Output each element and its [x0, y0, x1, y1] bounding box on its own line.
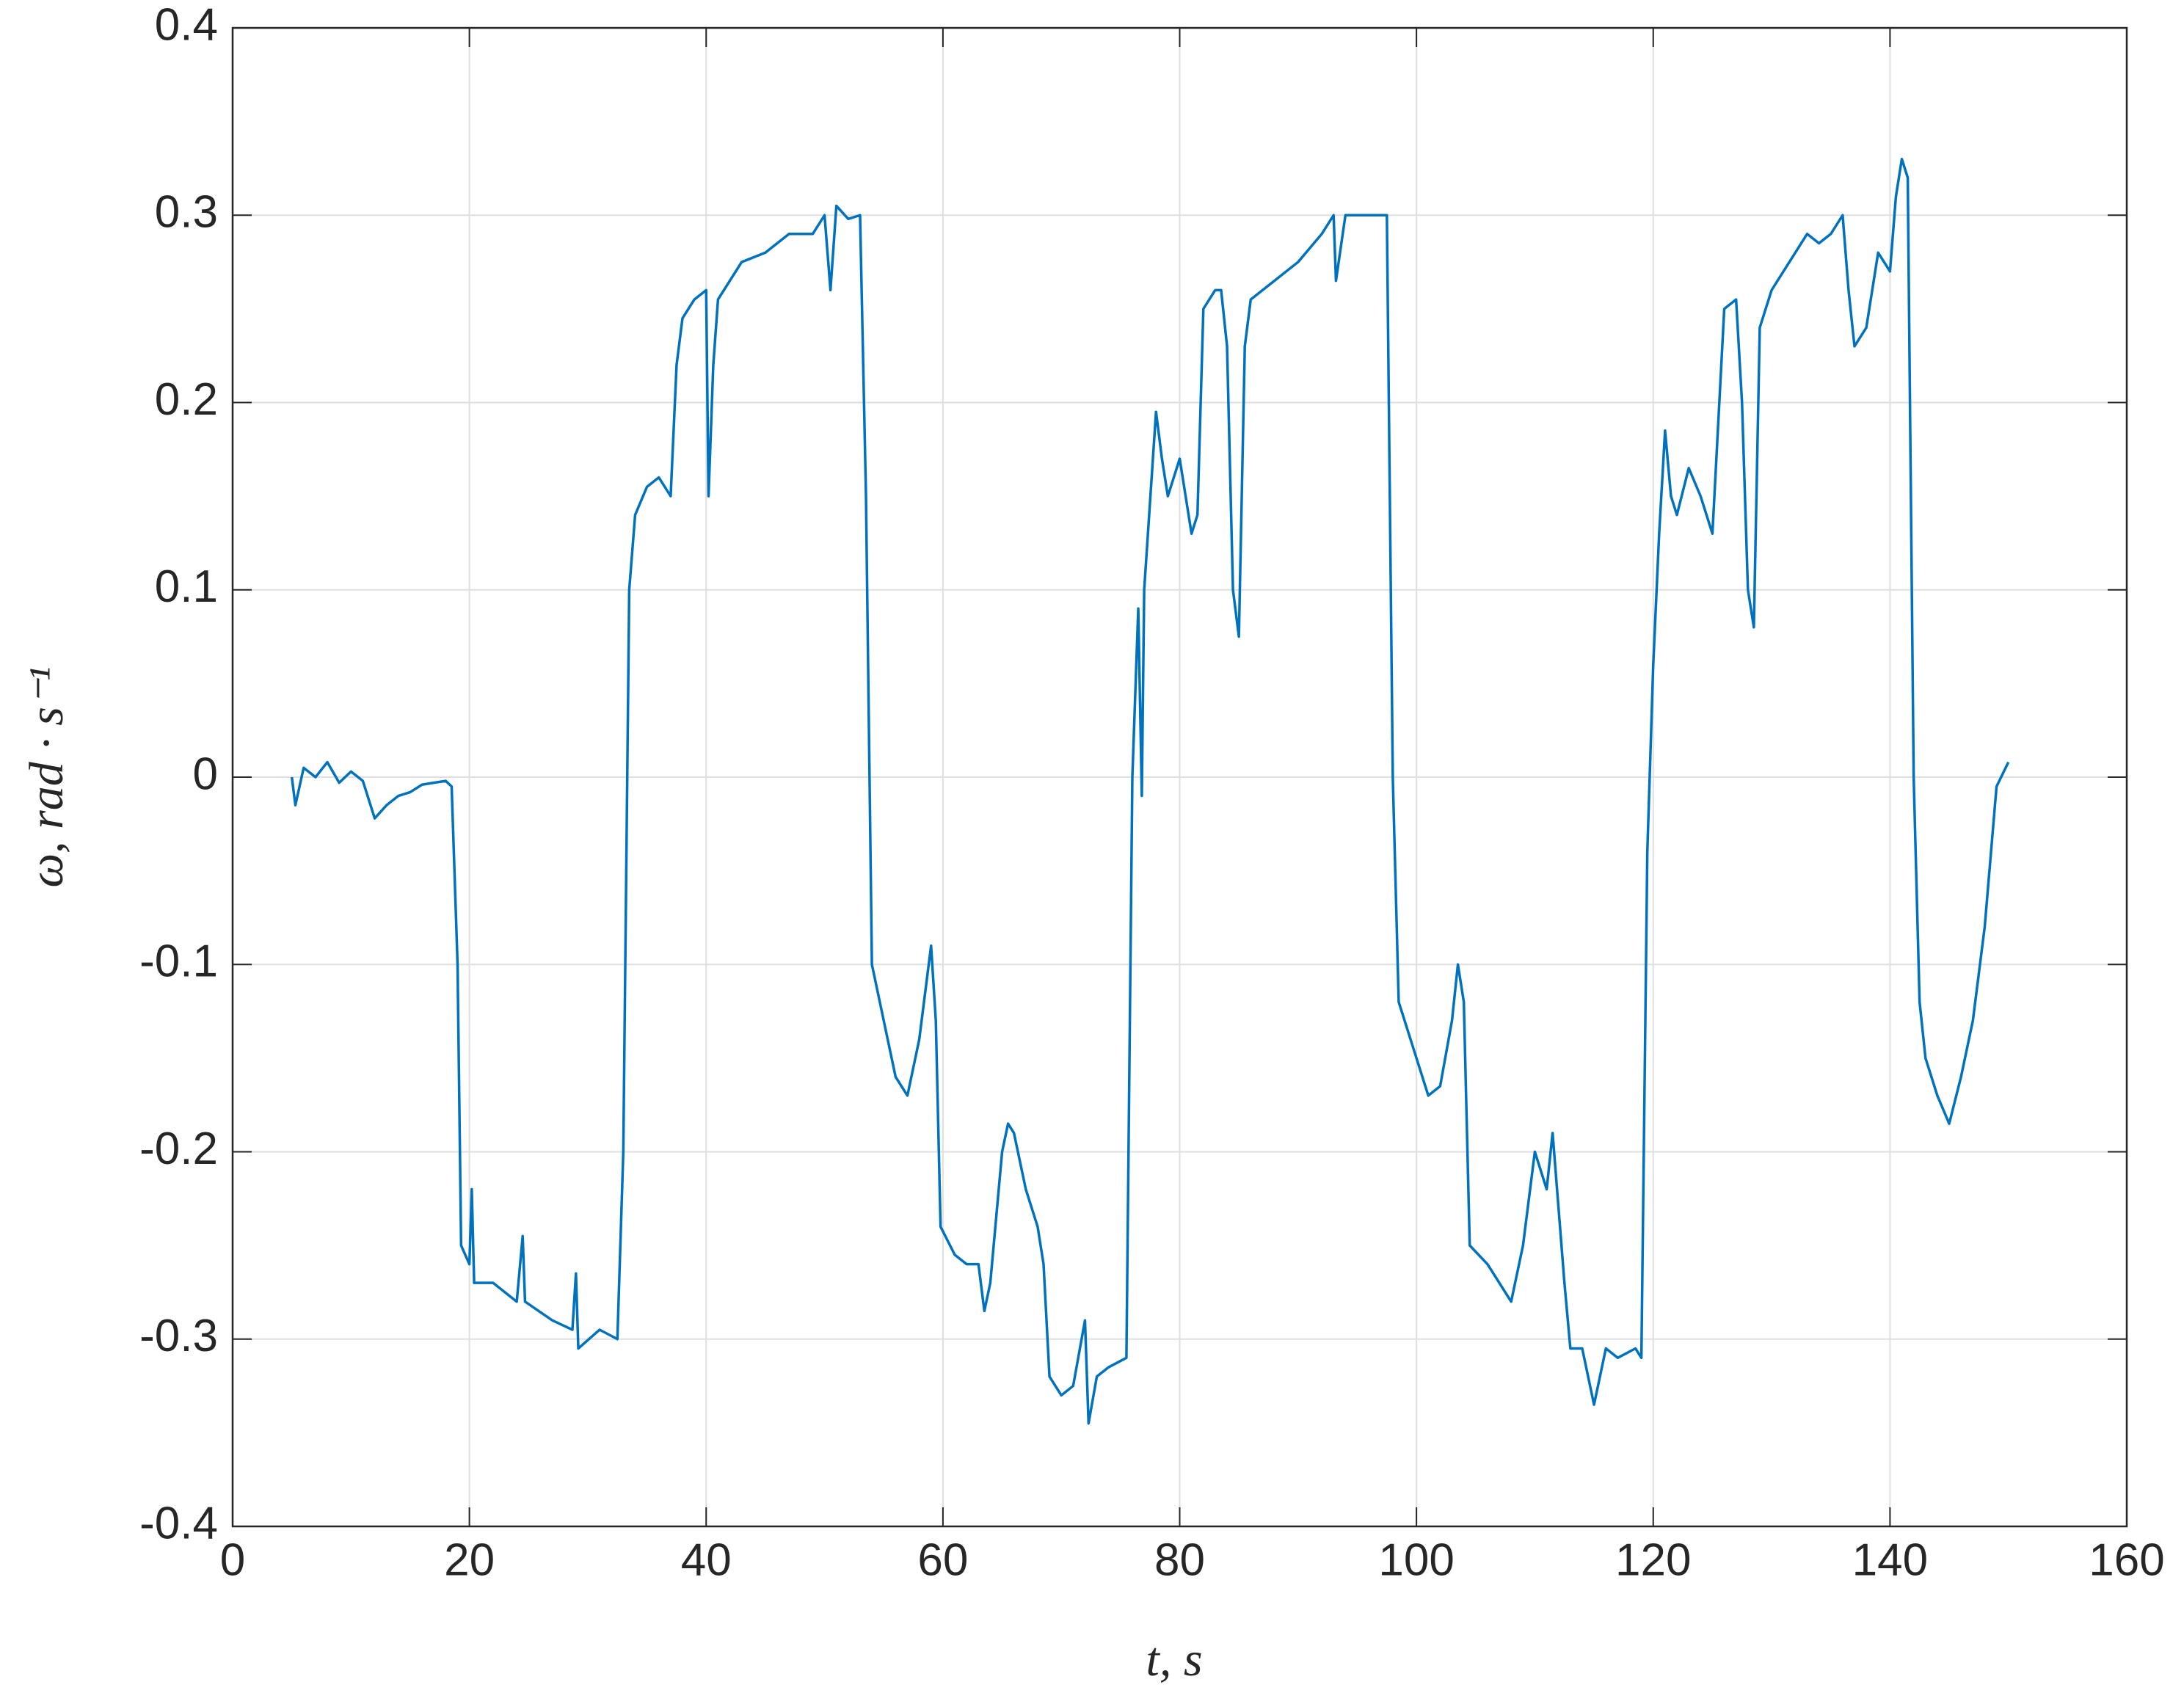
y-tick-label: -0.1 [139, 936, 218, 987]
y-tick-label: 0.3 [155, 187, 218, 238]
y-tick-label: -0.4 [139, 1498, 218, 1548]
x-tick-label: 140 [1852, 1534, 1928, 1585]
x-tick-label: 60 [917, 1534, 968, 1585]
x-tick-label: 160 [2089, 1534, 2164, 1585]
y-tick-label: -0.2 [139, 1124, 218, 1174]
y-tick-label: -0.3 [139, 1311, 218, 1361]
x-tick-label: 0 [220, 1534, 245, 1585]
axes-box [231, 26, 2128, 1528]
x-axis-label: t, s [1146, 1633, 1202, 1686]
x-tick-label: 100 [1378, 1534, 1454, 1585]
y-tick-label: 0.2 [155, 374, 218, 425]
y-tick-label: 0.1 [155, 561, 218, 612]
x-tick-label: 20 [444, 1534, 495, 1585]
x-tick-label: 80 [1154, 1534, 1205, 1585]
y-tick-label: 0 [193, 749, 218, 799]
y-axis-label: ω, rad · s⁻¹ [20, 666, 73, 887]
y-tick-label: 0.4 [155, 0, 218, 50]
data-line [290, 157, 2010, 1425]
x-tick-label: 40 [681, 1534, 732, 1585]
x-tick-label: 120 [1615, 1534, 1691, 1585]
